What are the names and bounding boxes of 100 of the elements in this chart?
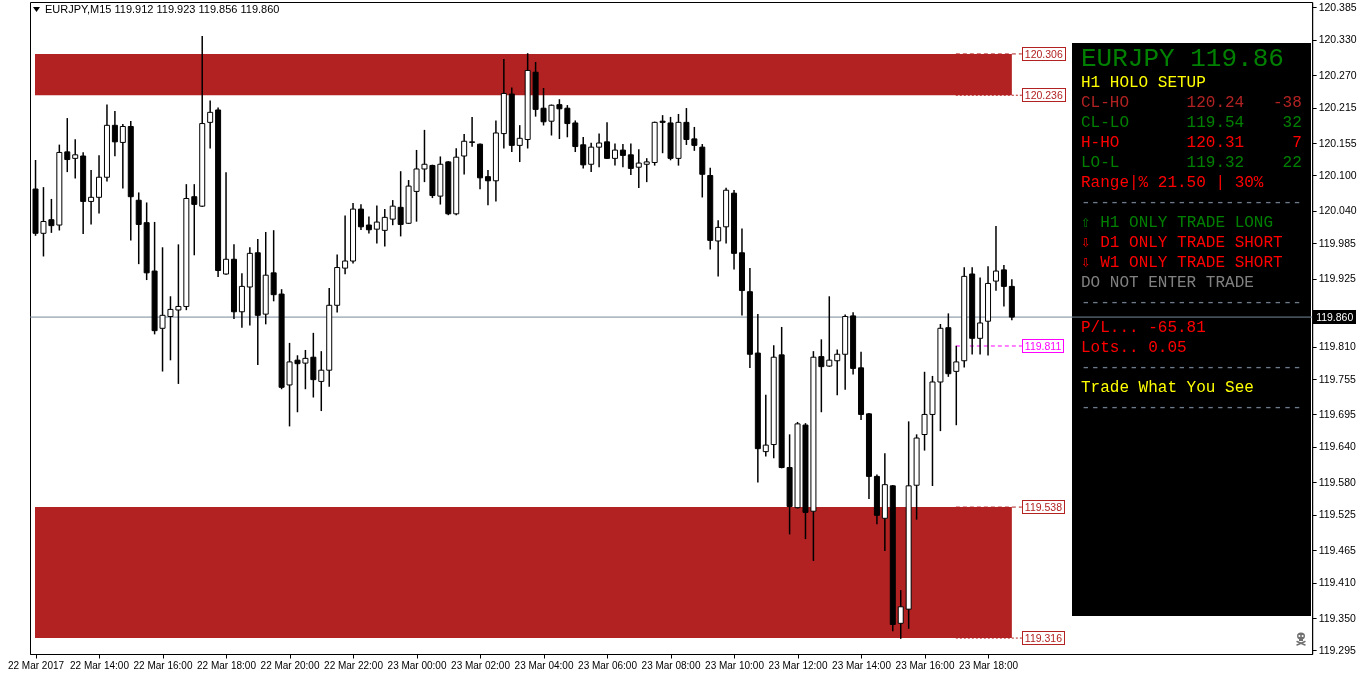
candlestick <box>318 351 325 412</box>
candlestick <box>643 158 650 183</box>
x-tick-label: 23 Mar 02:00 <box>451 659 511 671</box>
annotation: ⇩ D1 ONLY TRADE SHORT <box>1081 233 1283 252</box>
x-tick-label: 22 Mar 2017 <box>7 659 65 671</box>
candlestick <box>381 208 388 247</box>
candlestick <box>111 111 118 157</box>
candlestick <box>207 100 214 149</box>
candlestick <box>119 123 126 189</box>
candlestick <box>977 277 984 355</box>
candlestick <box>88 170 95 225</box>
y-tick-label: 120.215 <box>1318 101 1357 114</box>
x-tick-label: 23 Mar 08:00 <box>641 659 701 671</box>
annotation: ----------------------- <box>1081 358 1302 377</box>
y-tick-label: 119.295 <box>1318 643 1356 656</box>
annotation: H-HO <box>1081 133 1120 152</box>
annotation: H1 HOLO SETUP <box>1081 73 1206 92</box>
chart-title: EURJPY,M15 119.912 119.923 119.856 119.860 <box>45 3 280 15</box>
x-tick-label: 22 Mar 16:00 <box>133 659 193 671</box>
candlestick <box>389 200 396 226</box>
y-tick-label: 120.330 <box>1318 33 1357 46</box>
annotation: Range|% 21.50 | 30% <box>1081 173 1264 192</box>
annotation: ----------------------- <box>1081 398 1302 417</box>
annotation: 119.32 <box>1186 153 1245 172</box>
y-tick-label: 119.410 <box>1318 576 1356 589</box>
annotation: LO-L <box>1081 153 1120 172</box>
candlestick <box>469 116 476 147</box>
y-tick-label: 119.350 <box>1318 611 1356 624</box>
annotation: CL-HO <box>1081 93 1130 112</box>
candlestick <box>572 120 579 153</box>
annotation: -38 <box>1272 93 1302 112</box>
ref-line-label: 119.860 <box>1313 310 1357 325</box>
candlestick <box>96 155 103 214</box>
x-tick-label: 22 Mar 20:00 <box>260 659 320 671</box>
candlestick <box>191 184 198 256</box>
y-tick-label: 119.925 <box>1318 272 1356 285</box>
annotation: 22 <box>1282 153 1302 172</box>
annotation: 7 <box>1292 133 1302 152</box>
annotation: Trade What You See <box>1081 378 1254 397</box>
annotation: CL-LO <box>1081 113 1130 132</box>
ref-line-label: 119.316 <box>1021 631 1066 646</box>
annotation: ----------------------- <box>1081 193 1302 212</box>
x-tick-label: 23 Mar 10:00 <box>705 659 765 671</box>
candlestick <box>611 143 618 166</box>
ref-line-label: 120.306 <box>1021 46 1066 61</box>
candlestick <box>604 122 611 160</box>
candlestick <box>580 136 587 169</box>
annotation: EURJPY 119.86 <box>1081 44 1284 74</box>
candlestick <box>72 139 79 179</box>
candlestick <box>762 394 769 457</box>
x-tick-label: 23 Mar 14:00 <box>832 659 892 671</box>
annotation: 120.24 <box>1186 93 1245 112</box>
ref-line-label: 119.538 <box>1021 500 1066 515</box>
candlestick <box>627 143 634 176</box>
y-tick-label: 119.465 <box>1318 543 1356 556</box>
y-tick-label: 120.155 <box>1318 136 1357 149</box>
x-tick-label: 23 Mar 06:00 <box>578 659 638 671</box>
x-tick-label: 22 Mar 14:00 <box>70 659 130 671</box>
y-tick-label: 119.525 <box>1318 508 1356 521</box>
candlestick <box>342 215 349 275</box>
ref-line-label: 119.811 <box>1021 338 1065 353</box>
candlestick <box>461 134 468 175</box>
candlestick <box>484 170 491 206</box>
candlestick <box>223 172 230 275</box>
annotation: ----------------------- <box>1081 293 1302 312</box>
y-tick-label: 120.385 <box>1318 0 1357 13</box>
candlestick <box>1000 265 1007 307</box>
x-tick-label: 23 Mar 16:00 <box>895 659 955 671</box>
annotation: ⇧ H1 ONLY TRADE LONG <box>1081 213 1274 232</box>
x-tick-label: 23 Mar 18:00 <box>959 659 1019 671</box>
candlestick <box>64 118 71 173</box>
y-tick-label: 119.985 <box>1318 236 1356 249</box>
y-tick-label: 120.040 <box>1318 204 1357 217</box>
y-tick-label: 119.695 <box>1318 407 1356 420</box>
ref-line-label: 120.236 <box>1021 88 1066 103</box>
candlestick <box>992 226 999 291</box>
candlestick <box>715 220 722 277</box>
annotation: 119.54 <box>1186 113 1245 132</box>
y-tick-label: 120.270 <box>1318 68 1357 81</box>
y-tick-label: 120.100 <box>1318 168 1357 181</box>
y-tick-label: 119.580 <box>1318 475 1356 488</box>
candlestick <box>373 205 380 244</box>
annotation: ⇩ W1 ONLY TRADE SHORT <box>1081 253 1283 272</box>
candlestick <box>834 349 841 396</box>
candlestick <box>619 144 626 168</box>
x-tick-label: 23 Mar 00:00 <box>387 659 447 671</box>
y-tick-label: 119.810 <box>1318 340 1356 353</box>
x-tick-label: 22 Mar 18:00 <box>197 659 257 671</box>
annotation: 32 <box>1282 113 1302 132</box>
candlestick <box>357 204 364 230</box>
candlestick <box>588 142 595 173</box>
x-tick-label: 22 Mar 22:00 <box>324 659 384 671</box>
annotation: 120.31 <box>1186 133 1245 152</box>
x-tick-label: 23 Mar 04:00 <box>514 659 574 671</box>
candlestick <box>516 125 523 163</box>
y-tick-label: 119.640 <box>1318 440 1356 453</box>
candlestick <box>635 149 642 189</box>
annotation: P/L... -65.81 <box>1081 318 1206 337</box>
x-tick-label: 23 Mar 12:00 <box>768 659 828 671</box>
candlestick <box>596 133 603 168</box>
